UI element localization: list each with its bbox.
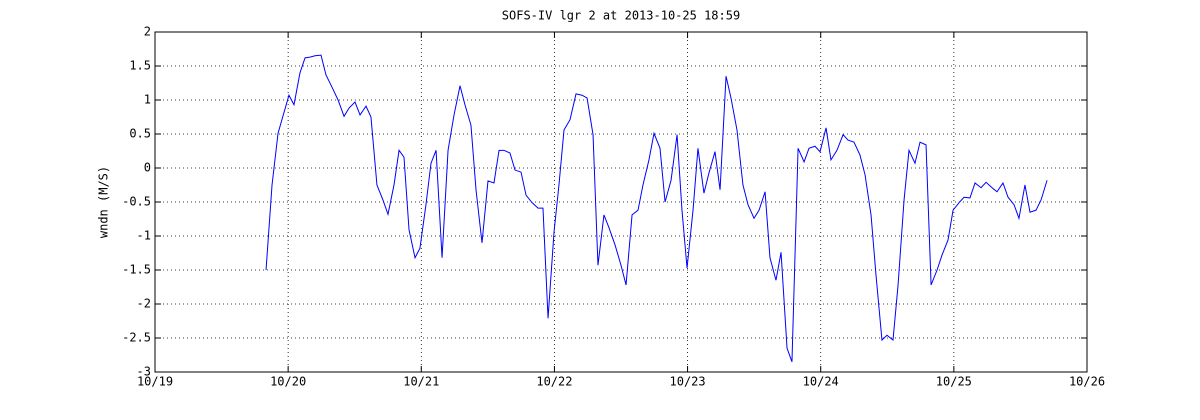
x-tick-label: 10/26 bbox=[1069, 375, 1105, 389]
x-tick-label: 10/24 bbox=[803, 375, 839, 389]
y-tick-label: -3 bbox=[137, 365, 151, 379]
y-axis-label: wndn (M/S) bbox=[97, 166, 111, 238]
x-tick-label: 10/22 bbox=[536, 375, 572, 389]
x-tick-label: 10/25 bbox=[936, 375, 972, 389]
x-tick-label: 10/23 bbox=[670, 375, 706, 389]
y-tick-label: -1.5 bbox=[122, 263, 151, 277]
y-tick-label: 2 bbox=[144, 25, 151, 39]
y-tick-label: -0.5 bbox=[122, 195, 151, 209]
x-tick-label: 10/19 bbox=[137, 375, 173, 389]
chart-title: SOFS-IV lgr 2 at 2013-10-25 18:59 bbox=[502, 9, 740, 23]
data-line bbox=[265, 54, 1048, 362]
y-tick-label: -2 bbox=[137, 297, 151, 311]
plot-frame bbox=[154, 31, 1088, 373]
y-tick-label: -2.5 bbox=[122, 331, 151, 345]
y-tick-label: -1 bbox=[137, 229, 151, 243]
x-tick-label: 10/21 bbox=[403, 375, 439, 389]
x-tick-label: 10/20 bbox=[270, 375, 306, 389]
y-tick-label: 1.5 bbox=[129, 59, 151, 73]
y-tick-label: 0 bbox=[144, 161, 151, 175]
y-tick-label: 1 bbox=[144, 93, 151, 107]
y-tick-label: 0.5 bbox=[129, 127, 151, 141]
